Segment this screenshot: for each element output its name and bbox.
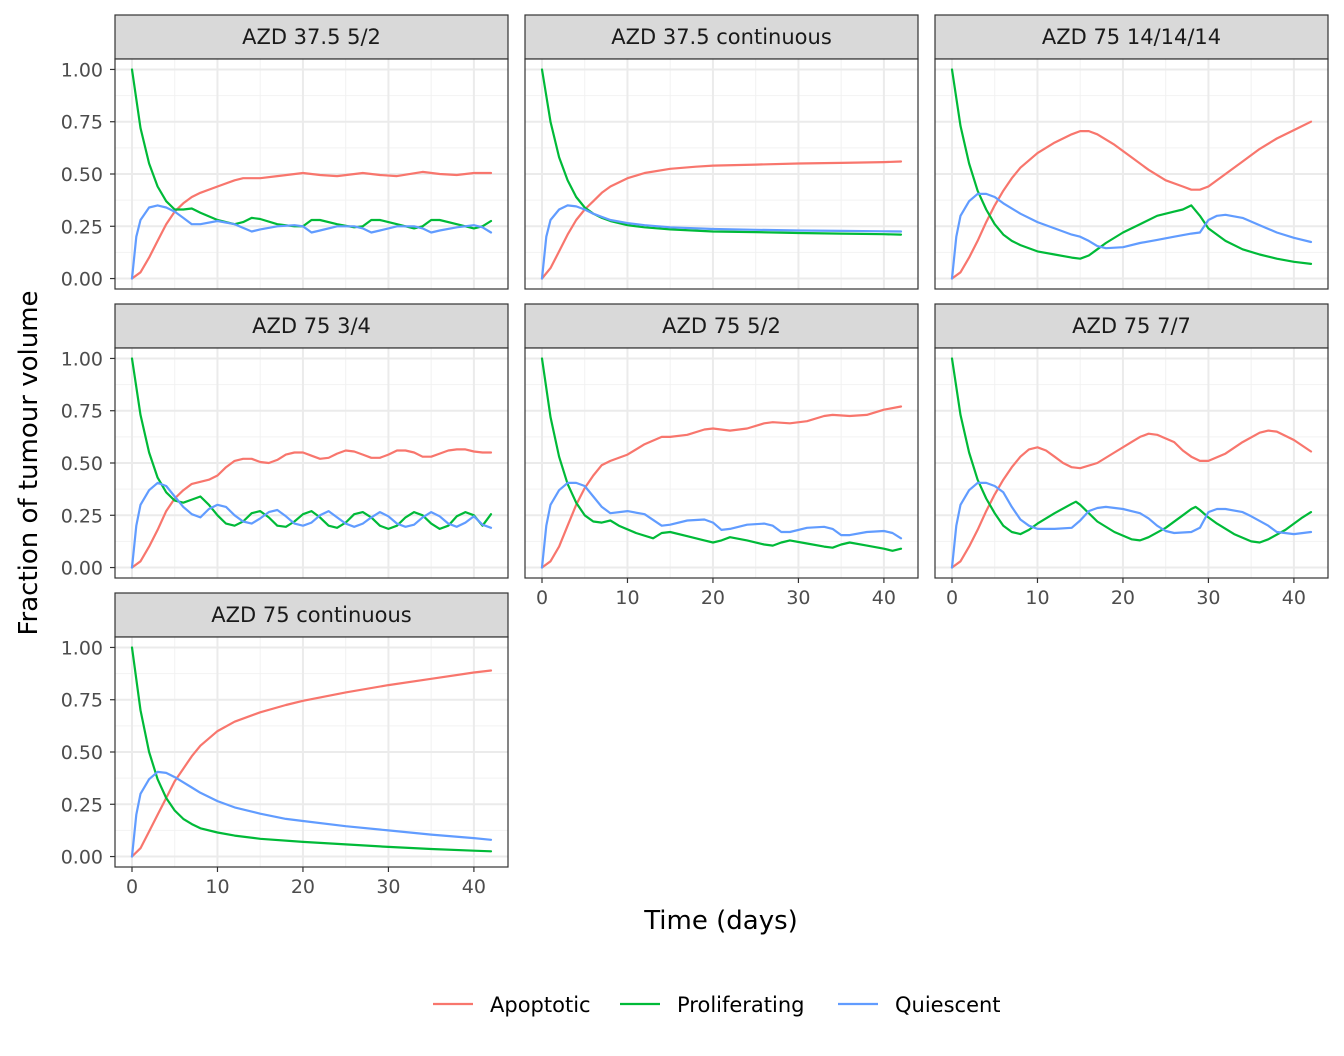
x-tick-label: 10: [615, 587, 639, 609]
panel-azd-75-5-2: AZD 75 5/2 0 10 20 30 40: [524, 303, 919, 609]
panel-strip-title: AZD 75 7/7: [1072, 314, 1191, 338]
x-tick-label: 30: [786, 587, 810, 609]
panel-strip: [934, 14, 1329, 60]
series-line-apoptotic: [950, 429, 1313, 569]
series-line-quiescent: [540, 204, 903, 280]
series-line-apoptotic: [130, 669, 493, 858]
series-line-apoptotic: [130, 170, 493, 280]
x-tick-label: 20: [701, 587, 725, 609]
panel-azd-37-5-5-2: AZD 37.5 5/2 0.00 0.25 0.50 0.75 1.00: [61, 14, 509, 291]
y-tick-label: 0.00: [61, 847, 103, 869]
series-line-quiescent: [130, 204, 493, 280]
panel-azd-75-3-4: AZD 75 3/4 0.00 0.25 0.50 0.75 1.00: [61, 303, 509, 580]
series-line-proliferating: [540, 68, 903, 236]
y-tick-label: 0.75: [61, 112, 103, 134]
series-line-proliferating: [540, 357, 903, 552]
series-line-quiescent: [130, 481, 493, 569]
panel-border: [524, 58, 919, 290]
y-tick-label: 0.25: [61, 794, 103, 816]
panel-strip: [524, 303, 919, 349]
panel-strip: [934, 303, 1329, 349]
legend-label: Quiescent: [895, 993, 1001, 1017]
panel-border: [934, 58, 1329, 290]
x-tick-label: 20: [291, 876, 315, 898]
series-line-quiescent: [540, 481, 903, 569]
y-tick-label: 0.25: [61, 505, 103, 527]
panel-azd-75-14-14-14: AZD 75 14/14/14: [934, 14, 1329, 290]
y-tick-label: 0.75: [61, 690, 103, 712]
series-line-proliferating: [130, 357, 493, 530]
y-tick-label: 1.00: [61, 637, 103, 659]
panel-azd-75-7-7: AZD 75 7/7 0 10 20 30 40: [934, 303, 1329, 609]
x-tick-label: 40: [462, 876, 486, 898]
panel-strip: [114, 592, 509, 638]
series-line-quiescent: [130, 770, 493, 858]
x-tick-label: 20: [1111, 587, 1135, 609]
panel-strip: [524, 14, 919, 60]
panel-strip: [114, 303, 509, 349]
series-line-proliferating: [130, 646, 493, 853]
x-tick-label: 30: [376, 876, 400, 898]
series-line-apoptotic: [540, 405, 903, 569]
x-tick-label: 10: [1025, 587, 1049, 609]
y-axis-title: Fraction of tumour volume: [14, 290, 44, 635]
y-tick-label: 0.00: [61, 558, 103, 580]
panel-border: [934, 347, 1329, 579]
legend: Apoptotic Proliferating Quiescent: [433, 993, 1001, 1017]
y-tick-label: 0.25: [61, 216, 103, 238]
series-line-apoptotic: [950, 120, 1313, 280]
x-tick-label: 10: [205, 876, 229, 898]
x-tick-label: 0: [946, 587, 958, 609]
panel-strip: [114, 14, 509, 60]
x-axis-title: Time (days): [643, 906, 798, 936]
panel-strip-title: AZD 75 14/14/14: [1042, 25, 1221, 49]
panel-strip-title: AZD 75 5/2: [662, 314, 781, 338]
y-tick-label: 0.50: [61, 453, 103, 475]
x-tick-label: 0: [536, 587, 548, 609]
panel-azd-75-continuous: AZD 75 continuous 0.00 0.25 0.50 0.75 1.00 0 10…: [61, 592, 509, 898]
y-tick-label: 0.50: [61, 164, 103, 186]
x-tick-label: 40: [1282, 587, 1306, 609]
legend-item-quiescent: Quiescent: [838, 993, 1001, 1017]
series-line-quiescent: [950, 192, 1313, 280]
series-line-apoptotic: [540, 160, 903, 280]
y-tick-label: 1.00: [61, 348, 103, 370]
series-line-quiescent: [950, 481, 1313, 569]
series-line-apoptotic: [130, 448, 493, 569]
y-tick-label: 0.75: [61, 401, 103, 423]
panel-strip-title: AZD 75 3/4: [252, 314, 371, 338]
panel-strip-title: AZD 37.5 5/2: [242, 25, 381, 49]
legend-label: Apoptotic: [490, 993, 591, 1017]
y-tick-label: 1.00: [61, 59, 103, 81]
y-tick-label: 0.50: [61, 742, 103, 764]
panel-border: [524, 347, 919, 579]
x-tick-label: 0: [126, 876, 138, 898]
legend-item-apoptotic: Apoptotic: [433, 993, 591, 1017]
panel-strip-title: AZD 37.5 continuous: [611, 25, 832, 49]
panel-azd-37-5-continuous: AZD 37.5 continuous: [524, 14, 919, 290]
panel-strip-title: AZD 75 continuous: [211, 603, 411, 627]
legend-item-proliferating: Proliferating: [620, 993, 805, 1017]
y-tick-label: 0.00: [61, 269, 103, 291]
x-tick-label: 40: [872, 587, 896, 609]
series-line-proliferating: [950, 357, 1313, 544]
legend-label: Proliferating: [677, 993, 805, 1017]
x-tick-label: 30: [1196, 587, 1220, 609]
